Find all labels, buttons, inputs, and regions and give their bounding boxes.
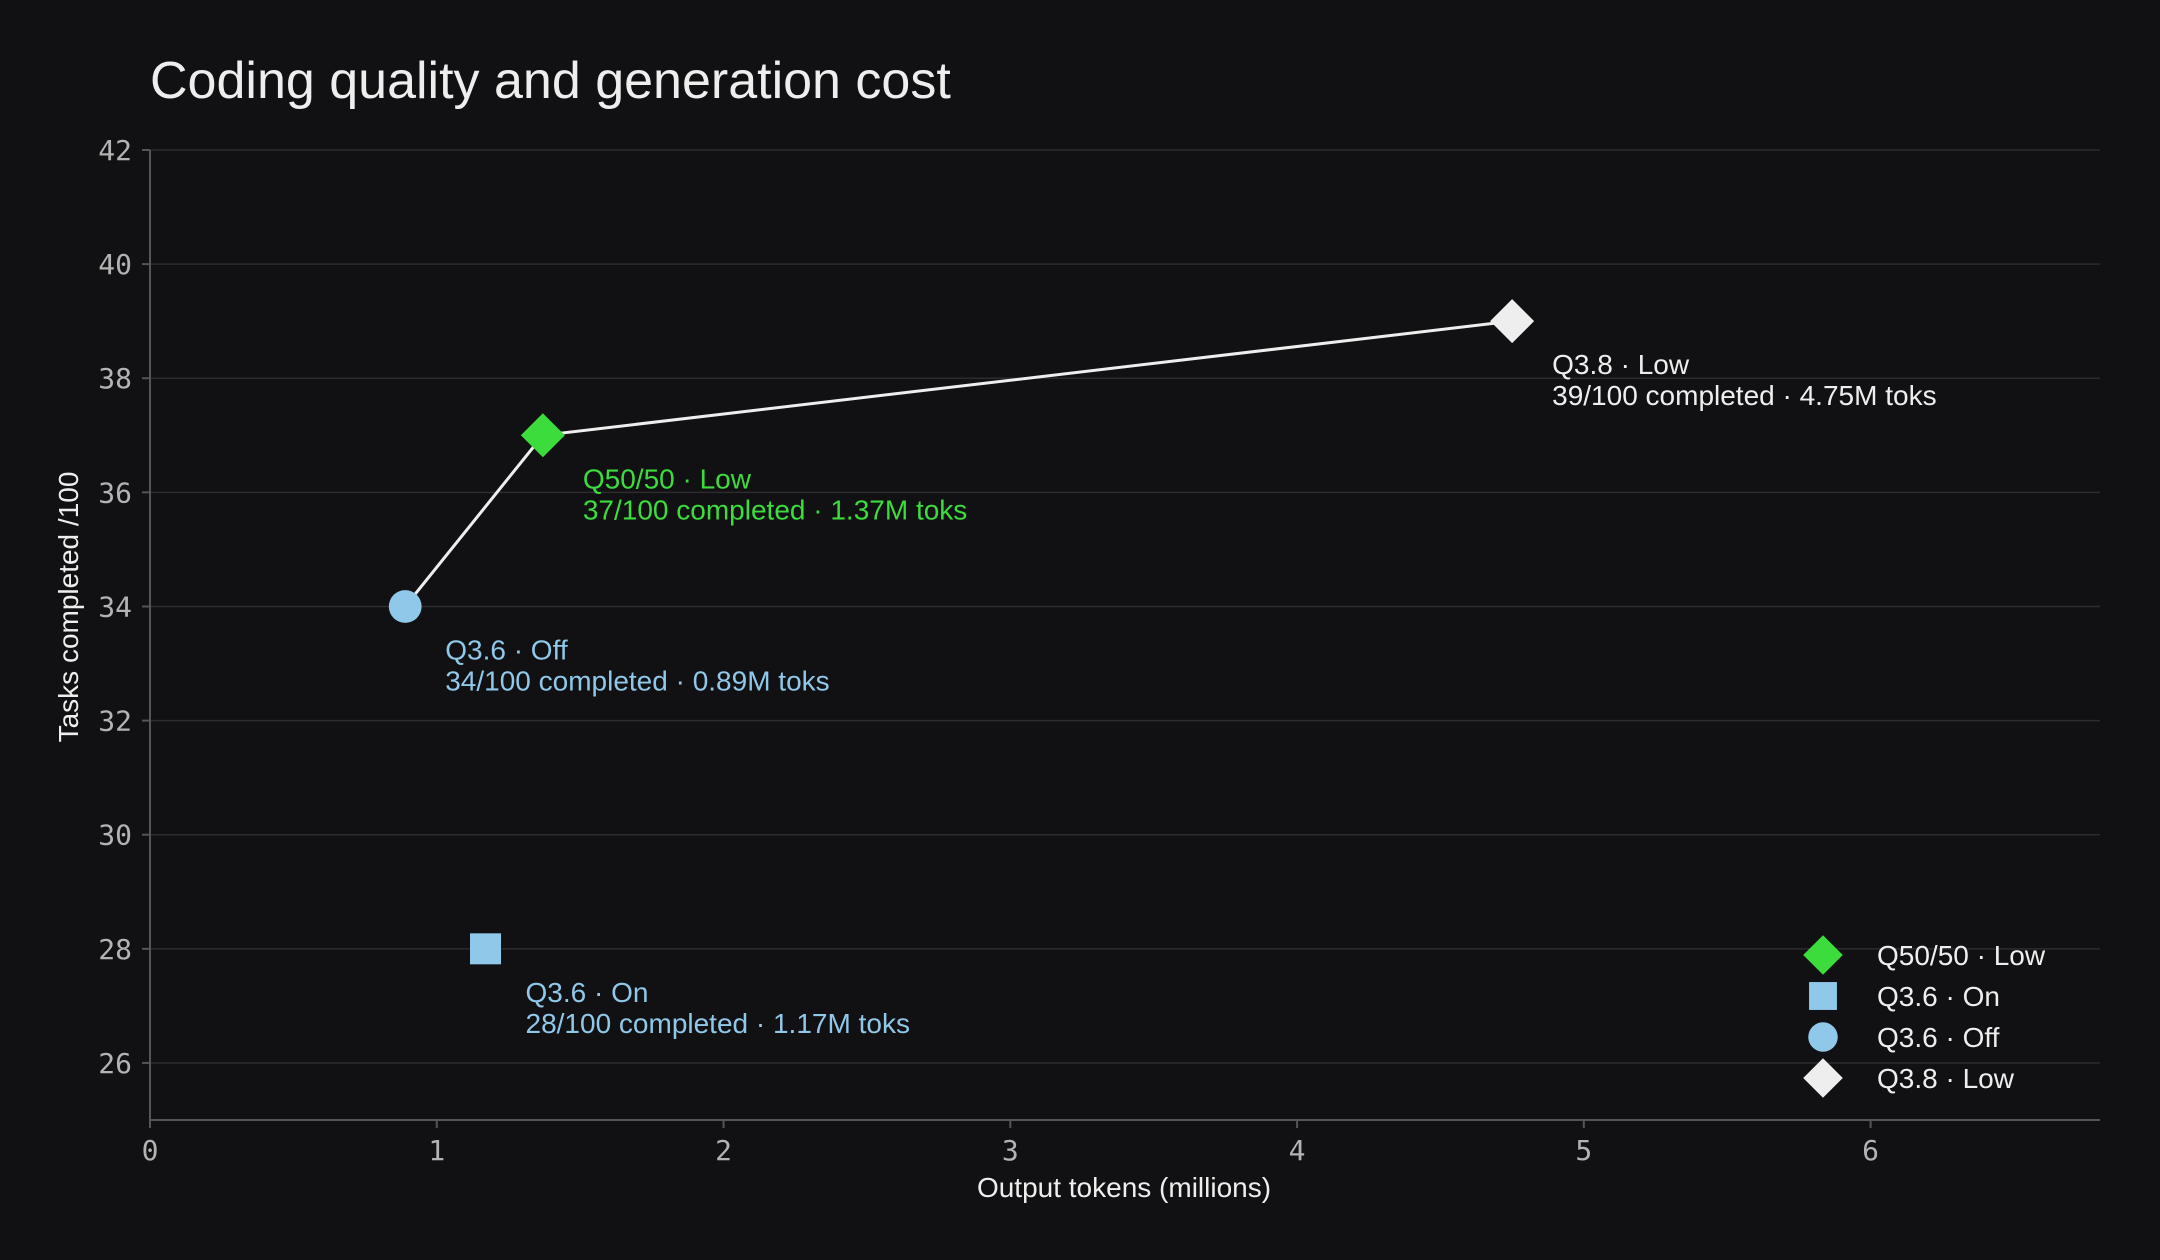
legend-marker	[1809, 982, 1837, 1010]
y-tick-label: 38	[98, 362, 132, 395]
y-axis-ticks: 26 28 30 32 34 36 38 40 42	[98, 134, 150, 1080]
data-label-value: 28/100 completed · 1.17M toks	[526, 1008, 910, 1039]
x-tick-label: 2	[715, 1134, 732, 1167]
legend-label: Q3.8 · Low	[1877, 1063, 2015, 1094]
legend-item: Q3.8 · Low	[1803, 1058, 2015, 1098]
y-tick-label: 32	[98, 705, 132, 738]
y-tick-label: 36	[98, 476, 132, 509]
data-label-name: Q50/50 · Low	[583, 463, 752, 494]
legend-label: Q50/50 · Low	[1877, 940, 2046, 971]
data-label-name: Q3.8 · Low	[1552, 349, 1690, 380]
y-tick-label: 42	[98, 134, 132, 167]
x-tick-label: 0	[142, 1134, 159, 1167]
axes	[149, 150, 2100, 1121]
legend-item: Q3.6 · Off	[1808, 1022, 2000, 1053]
legend-marker	[1803, 935, 1843, 975]
x-tick-label: 1	[428, 1134, 445, 1167]
x-axis-ticks: 0 1 2 3 4 5 6	[142, 1120, 1879, 1167]
y-tick-label: 28	[98, 933, 132, 966]
legend: Q50/50 · Low Q3.6 · On Q3.6 · Off Q3.8 · Lo…	[1803, 935, 2046, 1098]
x-tick-label: 3	[1002, 1134, 1019, 1167]
x-tick-label: 4	[1289, 1134, 1306, 1167]
y-tick-label: 26	[98, 1047, 132, 1080]
legend-label: Q3.6 · Off	[1877, 1022, 2000, 1053]
legend-item: Q50/50 · Low	[1803, 935, 2046, 975]
data-label-value: 39/100 completed · 4.75M toks	[1552, 380, 1936, 411]
data-point	[1490, 299, 1535, 344]
x-tick-label: 6	[1862, 1134, 1879, 1167]
x-axis-label: Output tokens (millions)	[977, 1172, 1271, 1203]
data-point	[520, 413, 565, 458]
legend-marker	[1803, 1058, 1843, 1098]
data-label-value: 37/100 completed · 1.37M toks	[583, 494, 967, 525]
data-points	[388, 299, 1535, 965]
data-label-name: Q3.6 · On	[526, 977, 649, 1008]
legend-marker	[1808, 1022, 1838, 1052]
data-label-value: 34/100 completed · 0.89M toks	[445, 665, 829, 696]
x-tick-label: 5	[1575, 1134, 1592, 1167]
data-label-name: Q3.6 · Off	[445, 634, 568, 665]
chart-title: Coding quality and generation cost	[150, 52, 951, 110]
y-tick-label: 30	[98, 819, 132, 852]
data-point	[470, 933, 502, 965]
y-axis-label: Tasks completed /100	[53, 472, 84, 743]
y-tick-label: 34	[98, 590, 132, 623]
legend-label: Q3.6 · On	[1877, 981, 2000, 1012]
data-point	[388, 590, 422, 623]
y-tick-label: 40	[98, 248, 132, 281]
legend-item: Q3.6 · On	[1809, 981, 2000, 1012]
